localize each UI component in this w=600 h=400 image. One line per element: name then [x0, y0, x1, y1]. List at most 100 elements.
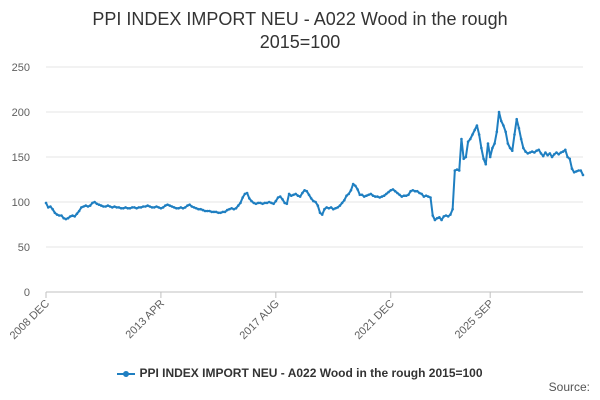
data-point[interactable] [312, 199, 315, 203]
data-point[interactable] [234, 207, 238, 210]
data-point[interactable] [438, 216, 441, 219]
data-point[interactable] [104, 205, 107, 208]
data-point[interactable] [340, 201, 344, 205]
data-point[interactable] [301, 191, 304, 195]
data-point[interactable] [212, 210, 216, 214]
data-point[interactable] [139, 206, 143, 209]
data-point[interactable] [86, 205, 90, 208]
data-point[interactable] [190, 205, 194, 208]
data-point[interactable] [526, 152, 530, 155]
data-point[interactable] [402, 194, 406, 197]
data-point[interactable] [469, 137, 472, 141]
data-point[interactable] [102, 205, 105, 208]
data-point[interactable] [206, 209, 209, 213]
data-point[interactable] [303, 189, 306, 192]
data-point[interactable] [581, 173, 585, 177]
data-point[interactable] [75, 212, 79, 215]
data-point[interactable] [389, 189, 393, 192]
data-point[interactable] [230, 207, 233, 210]
data-point[interactable] [175, 207, 178, 210]
data-point[interactable] [152, 206, 156, 209]
data-point[interactable] [323, 207, 326, 211]
data-point[interactable] [93, 200, 96, 204]
data-point[interactable] [519, 137, 523, 141]
data-point[interactable] [228, 207, 231, 211]
data-point[interactable] [524, 150, 527, 153]
data-point[interactable] [409, 189, 412, 193]
data-point[interactable] [365, 194, 368, 197]
data-point[interactable] [133, 206, 136, 209]
data-point[interactable] [415, 189, 419, 193]
data-point[interactable] [99, 204, 103, 207]
data-point[interactable] [453, 169, 457, 172]
data-point[interactable] [356, 188, 359, 191]
data-point[interactable] [186, 204, 189, 207]
data-point[interactable] [431, 214, 435, 217]
data-point[interactable] [214, 210, 218, 214]
data-point[interactable] [411, 189, 415, 192]
data-point[interactable] [331, 207, 335, 211]
data-point[interactable] [320, 213, 324, 216]
data-point[interactable] [108, 205, 112, 208]
data-point[interactable] [55, 213, 59, 216]
data-point[interactable] [278, 195, 282, 198]
data-point[interactable] [307, 193, 311, 197]
data-point[interactable] [53, 211, 57, 215]
data-point[interactable] [471, 133, 474, 136]
data-point[interactable] [194, 207, 198, 210]
data-point[interactable] [292, 193, 295, 197]
data-point[interactable] [314, 200, 317, 204]
data-point[interactable] [117, 206, 121, 209]
data-point[interactable] [166, 203, 169, 206]
data-point[interactable] [513, 133, 516, 136]
data-point[interactable] [510, 149, 514, 152]
data-point[interactable] [44, 201, 48, 205]
data-point[interactable] [480, 146, 483, 150]
data-point[interactable] [336, 206, 340, 209]
data-point[interactable] [539, 152, 543, 155]
data-point[interactable] [376, 195, 379, 198]
data-point[interactable] [530, 150, 534, 153]
data-point[interactable] [119, 207, 123, 210]
data-point[interactable] [541, 154, 545, 158]
data-point[interactable] [325, 206, 328, 209]
data-point[interactable] [95, 202, 99, 206]
data-point[interactable] [210, 210, 214, 214]
data-point[interactable] [309, 197, 313, 200]
data-point[interactable] [502, 124, 505, 127]
data-point[interactable] [259, 201, 262, 205]
data-point[interactable] [150, 206, 154, 209]
data-point[interactable] [429, 196, 432, 199]
data-point[interactable] [248, 197, 251, 200]
data-point[interactable] [192, 206, 196, 209]
data-point[interactable] [111, 206, 114, 209]
data-point[interactable] [559, 151, 563, 154]
data-point[interactable] [457, 169, 461, 172]
data-point[interactable] [561, 150, 565, 153]
data-point[interactable] [124, 206, 127, 209]
data-point[interactable] [557, 153, 560, 156]
data-point[interactable] [329, 206, 333, 209]
data-point[interactable] [225, 208, 229, 212]
data-point[interactable] [305, 189, 309, 193]
data-point[interactable] [179, 206, 183, 209]
data-point[interactable] [504, 130, 507, 134]
data-point[interactable] [84, 204, 88, 207]
data-point[interactable] [159, 207, 163, 210]
data-point[interactable] [239, 201, 242, 205]
data-point[interactable] [141, 205, 145, 208]
data-point[interactable] [446, 215, 450, 218]
data-point[interactable] [506, 142, 510, 145]
data-point[interactable] [318, 211, 322, 215]
data-point[interactable] [391, 188, 395, 191]
data-point[interactable] [290, 194, 293, 197]
data-point[interactable] [522, 146, 525, 150]
data-point[interactable] [146, 204, 149, 207]
data-point[interactable] [546, 153, 549, 157]
data-point[interactable] [407, 193, 410, 197]
data-point[interactable] [294, 192, 298, 196]
data-point[interactable] [97, 203, 101, 206]
data-point[interactable] [378, 196, 381, 199]
data-point[interactable] [267, 200, 271, 204]
data-point[interactable] [274, 199, 278, 203]
